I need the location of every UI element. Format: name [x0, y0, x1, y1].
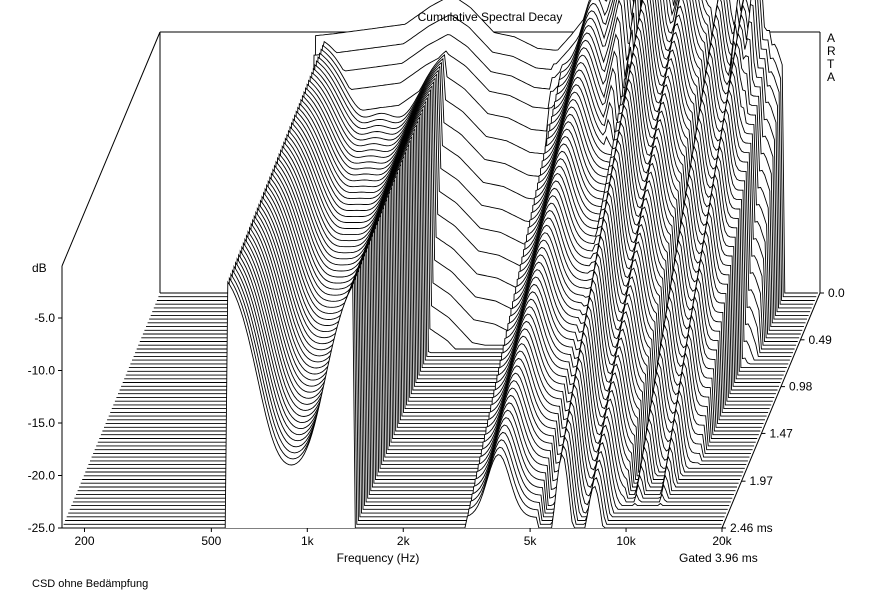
y-tick-label: -25.0: [28, 521, 56, 535]
slice-line: [68, 265, 727, 514]
slice-line: [94, 199, 753, 451]
slice-line: [79, 237, 737, 488]
slice-line: [83, 226, 742, 477]
x-tick-label: 5k: [524, 534, 538, 548]
slice-line: [100, 183, 759, 436]
time-axis: [721, 292, 821, 529]
x-tick-label: 500: [201, 534, 221, 548]
y-axis-label: dB: [32, 261, 47, 275]
time-tick-label: 1.47: [769, 426, 793, 440]
figure-caption: CSD ohne Bedämpfung: [32, 578, 149, 590]
slice-line: [82, 230, 741, 480]
slice-line: [69, 261, 728, 510]
slice-line: [96, 195, 755, 447]
x-tick-label: 200: [74, 534, 94, 548]
y-tick-label: -10.0: [28, 364, 56, 378]
slice-line: [114, 149, 773, 402]
slice-line: [102, 179, 761, 432]
slice-line: [105, 172, 764, 425]
slice-line: [62, 280, 720, 529]
slice-line: [91, 207, 750, 458]
time-tick-label: 0.98: [789, 380, 813, 394]
x-tick-label: 2k: [397, 534, 411, 548]
y-tick-label: -5.0: [34, 311, 55, 325]
watermark-letter: T: [827, 57, 835, 71]
slice-line: [72, 253, 731, 503]
slice-line: [74, 249, 733, 499]
slice-line: [93, 203, 751, 454]
slice-line: [111, 156, 770, 410]
slice-line: [108, 164, 767, 417]
slice-line: [65, 272, 723, 521]
slice-line: [77, 241, 736, 492]
x-tick-label: 1k: [301, 534, 315, 548]
slice-line: [76, 245, 734, 495]
y-tick-label: -15.0: [28, 416, 56, 430]
watermark-letter: A: [827, 31, 835, 45]
axis-labels: 200 500 1k 2k 5k 10k 20k -5.0 -10.0 -15.0 -20.0 -25…: [28, 31, 845, 548]
x-axis-label: Frequency (Hz): [337, 551, 420, 565]
watermark-letter: R: [827, 44, 836, 58]
y-tick-label: -20.0: [28, 469, 56, 483]
slice-line: [110, 160, 769, 413]
time-tick-label: 0.0: [828, 286, 845, 300]
slice-line: [90, 210, 748, 462]
x-tick-label: 10k: [616, 534, 636, 548]
slice-mask: [62, 282, 720, 528]
slice-line: [71, 257, 730, 507]
chart-title: Cumulative Spectral Decay: [418, 10, 563, 24]
slice-line: [99, 187, 758, 439]
decay-slice: [62, 280, 720, 529]
watermark-letter: A: [827, 70, 835, 84]
slice-line: [85, 222, 744, 474]
slice-line: [86, 218, 745, 469]
slice-line: [116, 145, 775, 398]
slice-line: [104, 176, 762, 428]
slice-line: [107, 168, 765, 421]
x-tick-label: 20k: [712, 534, 732, 548]
time-tick-label: 2.46 ms: [730, 521, 773, 535]
slice-line: [97, 191, 756, 443]
time-tick-label: 0.49: [808, 333, 832, 347]
gate-info: Gated 3.96 ms: [679, 551, 758, 565]
time-tick-label: 1.97: [750, 474, 774, 488]
side-wall-top: [61, 31, 161, 267]
slice-line: [80, 234, 739, 484]
slice-line: [63, 276, 722, 525]
decay-slices: [62, 0, 818, 529]
slice-line: [88, 214, 747, 466]
slice-line: [113, 152, 772, 406]
slice-line: [66, 268, 725, 518]
